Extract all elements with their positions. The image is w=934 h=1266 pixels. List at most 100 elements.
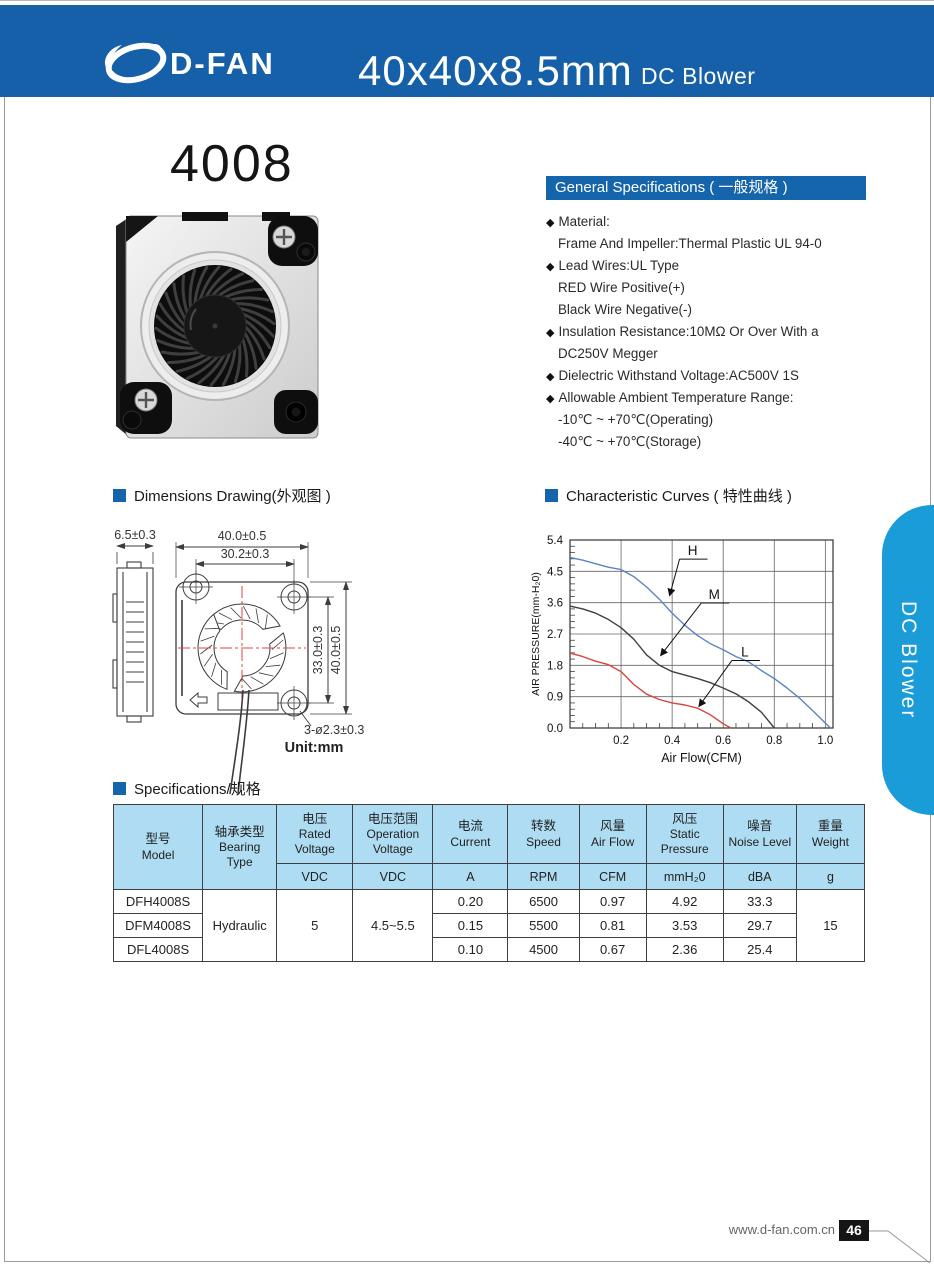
brand-name: D-FAN [170,46,275,81]
diamond-bullet-icon: ◆ [546,393,555,405]
mounting-hole [179,570,213,604]
spec-item: RED Wire Positive(+) [546,277,896,299]
dimensions-drawing: 6.5±0.3 40.0±0.5 30.2±0.3 [112,528,364,795]
cell-noise: 25.4 [722,937,797,962]
y-axis-label: AIR PRESSURE(mm-H₂0) [530,572,542,696]
y-tick-label: 4.5 [547,566,563,578]
hub-center [212,323,218,329]
cell-operation-voltage: 4.5~5.5 [352,889,434,962]
cell-air-flow: 0.97 [578,889,647,914]
cell-noise: 33.3 [722,889,797,914]
cell-speed: 4500 [507,937,580,962]
y-tick-label: 5.4 [547,535,564,547]
curve-M [569,605,775,729]
lead-wire [237,689,250,795]
spec-item: -40℃ ~ +70℃(Storage) [546,431,896,453]
width-outer-label: 40.0±0.5 [218,529,267,543]
specs-section-heading: Specifications/规格 [113,778,261,799]
cell-model: DFL4008S [112,937,204,962]
spec-text: DC250V Megger [558,346,658,361]
cell-static-pressure: 4.92 [645,889,724,914]
page-left-border [4,97,5,1262]
annotation-arrow [667,559,681,597]
page-number-badge: 46 [839,1220,869,1241]
col-header-operation-voltage: 电压范围 Operation Voltage [352,804,434,864]
hole-pitch-v-label: 33.0±0.3 [311,626,325,675]
hole-pitch-h-dimension: 30.2±0.3 [195,547,295,584]
cell-current: 0.20 [432,889,509,914]
col-header-weight: 重量 Weight [795,804,866,864]
spec-item: ◆ Lead Wires:UL Type [546,255,896,277]
cell-current: 0.15 [432,913,509,938]
hub-highlight [189,308,197,331]
hole-pitch-v-dimension: 33.0±0.3 [309,596,334,704]
curves-section-heading: Characteristic Curves ( 特性曲线 ) [545,485,792,506]
annotation-arrow [698,660,733,708]
diamond-bullet-icon: ◆ [546,371,555,383]
y-tick-label: 0.0 [547,723,563,735]
col-header-rated-voltage: 电压 Rated Voltage [276,804,354,864]
fan-corner-mount-bottom-right [274,390,318,434]
characteristic-curves-chart: 0.0 0.9 1.8 2.7 3.6 4.5 5.4 0.2 0.4 0.6 0.8 1.0 Air … [530,535,834,765]
specs-table: 型号 Model 轴承类型 Bearing Type 电压 Rated Volt… [112,804,866,962]
fan-top-tab [262,212,290,221]
fan-top-tab [182,212,228,221]
cell-static-pressure: 2.36 [645,937,724,962]
spec-text: -10℃ ~ +70℃(Operating) [558,412,714,427]
x-tick-label: 0.6 [715,735,731,747]
unit-g: g [795,863,866,890]
unit-dba: dBA [722,863,797,890]
unit-vdc: VDC [276,863,354,890]
spec-item: DC250V Megger [546,343,896,365]
col-header-bearing: 轴承类型 Bearing Type [202,804,278,890]
col-header-speed: 转数 Speed [507,804,580,864]
spec-text: Frame And Impeller:Thermal Plastic UL 94… [558,236,822,251]
front-view [175,570,311,795]
thickness-label: 6.5±0.3 [114,528,156,542]
dimensions-section-heading: Dimensions Drawing(外观图 ) [113,485,331,506]
footer-website: www.d-fan.com.cn [728,1222,835,1237]
blue-square-bullet-icon [545,489,558,502]
general-specs-header: General Specifications ( 一般规格 ) [546,176,866,200]
cell-rated-voltage: 5 [276,889,354,962]
plot-frame [569,539,834,729]
cell-weight: 15 [795,889,866,962]
y-tick-label: 0.9 [547,692,563,704]
spec-item: Frame And Impeller:Thermal Plastic UL 94… [546,233,896,255]
brand-logo: D-FAN [104,42,275,84]
airflow-arrow-icon [189,691,208,709]
side-tab-dc-blower: DC Blower [882,505,934,815]
spec-text: Allowable Ambient Temperature Range: [558,390,794,405]
table-row: DFL4008S 0.10 4500 0.67 2.36 25.4 [112,937,865,962]
hole-pitch-h-label: 30.2±0.3 [221,547,270,561]
fan-corner-pad [126,216,158,242]
annotation-arrow [660,602,702,657]
spec-text: Material: [558,214,610,229]
curves-heading-text: Characteristic Curves ( 特性曲线 ) [566,488,792,505]
spec-item: -10℃ ~ +70℃(Operating) [546,409,896,431]
spec-text: -40℃ ~ +70℃(Storage) [558,434,702,449]
side-tab-label: DC Blower [897,600,920,720]
fan-corner-mount-top-right [268,216,318,266]
spec-item: ◆ Allowable Ambient Temperature Range: [546,387,896,409]
spec-item: Black Wire Negative(-) [546,299,896,321]
fan-corner-mount-bottom-left [120,382,172,434]
header-bar: D-FAN 40x40x8.5mm DC Blower [0,5,934,97]
cell-speed: 5500 [507,913,580,938]
col-header-current: 电流 Current [432,804,509,864]
cell-model: DFM4008S [112,913,204,938]
col-header-static-pressure: 风压 Static Pressure [645,804,724,864]
header-product-type: DC Blower [641,63,756,89]
x-tick-label: 0.8 [766,735,782,747]
y-tick-label: 2.7 [547,629,563,641]
header-size-title: 40x40x8.5mm [358,47,633,94]
fan-swirl-icon [104,42,167,84]
fan-side-edge [116,218,128,436]
cell-speed: 6500 [507,889,580,914]
side-view [112,561,154,723]
curve-label-M: M [709,587,720,602]
x-tick-label: 1.0 [817,735,833,747]
width-dimension: 40.0±0.5 [175,529,309,578]
blue-square-bullet-icon [113,489,126,502]
x-tick-label: 0.2 [613,735,629,747]
